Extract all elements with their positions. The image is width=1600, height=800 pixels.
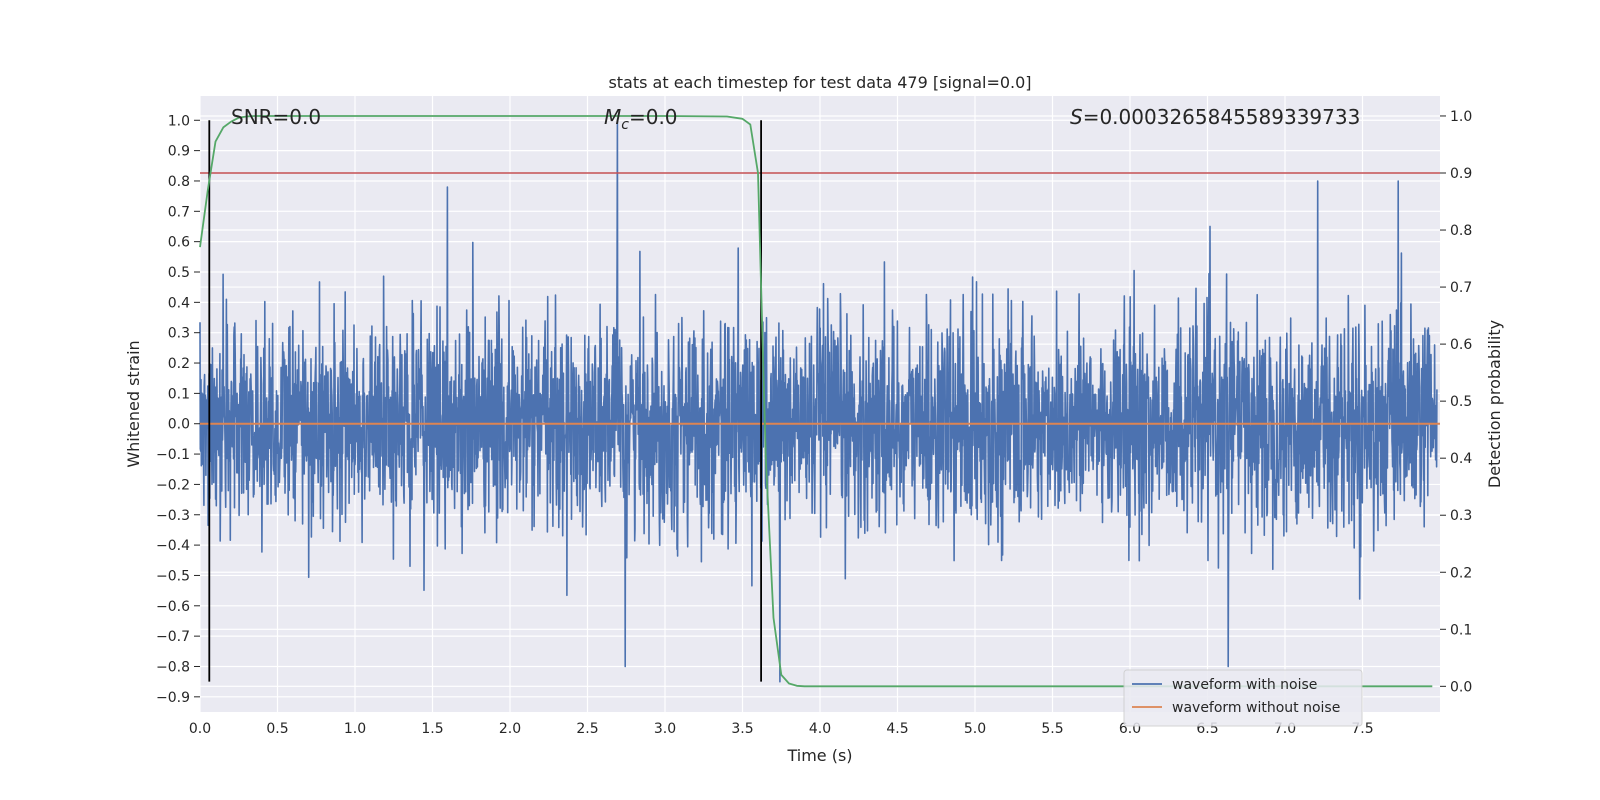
y-tick-label: −0.5 (156, 568, 190, 584)
y-tick-label: 0.3 (168, 326, 190, 342)
y2-tick-label: 0.0 (1450, 679, 1472, 695)
y-axis-label: Whitened strain (124, 340, 143, 467)
x-tick-label: 5.5 (1041, 721, 1063, 737)
legend-label-waveform-without-noise: waveform without noise (1172, 700, 1340, 716)
y-tick-label: 0.2 (168, 356, 190, 372)
y-tick-label: 0.0 (168, 417, 190, 433)
chirp-mass-annotation: Mc=0.0 (604, 105, 678, 133)
x-tick-label: 2.0 (499, 721, 521, 737)
y-tick-label: −0.6 (156, 599, 190, 615)
y2-tick-label: 0.8 (1450, 223, 1472, 239)
y-tick-label: 0.7 (168, 204, 190, 220)
y-tick-label: −0.4 (156, 538, 190, 554)
y-tick-label: −0.8 (156, 659, 190, 675)
y-tick-label: −0.9 (156, 690, 190, 706)
s-symbol: S (1070, 105, 1083, 129)
x-tick-label: 3.5 (731, 721, 753, 737)
y2-axis-ticks: 0.0 0.1 0.2 0.3 0.4 0.5 0.6 0.7 0.8 0.9 1.0 (1440, 109, 1472, 695)
x-tick-label: 3.0 (654, 721, 676, 737)
mc-symbol: M (604, 105, 621, 129)
y-tick-label: 0.9 (168, 144, 190, 160)
mc-subscript: c (621, 117, 629, 133)
y2-tick-label: 0.4 (1450, 451, 1472, 467)
s-annotation: S=0.0003265845589339733 (1070, 105, 1360, 129)
y-tick-label: 0.4 (168, 295, 190, 311)
x-tick-label: 4.5 (886, 721, 908, 737)
chart-title: stats at each timestep for test data 479… (608, 73, 1031, 92)
detection-probability-line (199, 115, 1433, 688)
s-value: =0.0003265845589339733 (1083, 105, 1361, 129)
legend-label-waveform-with-noise: waveform with noise (1172, 677, 1317, 693)
y-tick-label: −0.2 (156, 477, 190, 493)
legend: waveform with noise waveform without noi… (1123, 669, 1363, 727)
y2-tick-label: 0.1 (1450, 622, 1472, 638)
x-tick-label: 0.5 (266, 721, 288, 737)
y2-axis-label: Detection probability (1485, 320, 1504, 488)
x-tick-label: 0.0 (189, 721, 211, 737)
y2-tick-label: 0.7 (1450, 280, 1472, 296)
y2-tick-label: 1.0 (1450, 109, 1472, 125)
x-tick-label: 5.0 (964, 721, 986, 737)
mc-value: =0.0 (629, 105, 678, 129)
y-tick-label: −0.1 (156, 447, 190, 463)
y-tick-label: −0.3 (156, 508, 190, 524)
x-tick-label: 1.0 (344, 721, 366, 737)
line-series (199, 115, 1440, 688)
y2-tick-label: 0.9 (1450, 166, 1472, 182)
y-tick-label: 0.1 (168, 386, 190, 402)
y-tick-label: −0.7 (156, 629, 190, 645)
y2-tick-label: 0.2 (1450, 565, 1472, 581)
x-axis-label: Time (s) (786, 746, 852, 765)
y-tick-label: 0.8 (168, 174, 190, 190)
y-tick-label: 1.0 (168, 113, 190, 129)
snr-annotation: SNR=0.0 (231, 105, 321, 129)
y-tick-label: 0.6 (168, 235, 190, 251)
y-tick-label: 0.5 (168, 265, 190, 281)
x-tick-label: 2.5 (576, 721, 598, 737)
y-axis-ticks: −0.9 −0.8 −0.7 −0.6 −0.5 −0.4 −0.3 −0.2 −0.1 0.0 0… (156, 113, 200, 706)
y2-tick-label: 0.6 (1450, 337, 1472, 353)
y2-tick-label: 0.5 (1450, 394, 1472, 410)
x-tick-label: 4.0 (809, 721, 831, 737)
waveform-with-noise-series (199, 119, 1438, 683)
y2-tick-label: 0.3 (1450, 508, 1472, 524)
x-tick-label: 1.5 (421, 721, 443, 737)
waveform-with-noise-line (199, 119, 1438, 683)
legend-box (1123, 669, 1363, 727)
